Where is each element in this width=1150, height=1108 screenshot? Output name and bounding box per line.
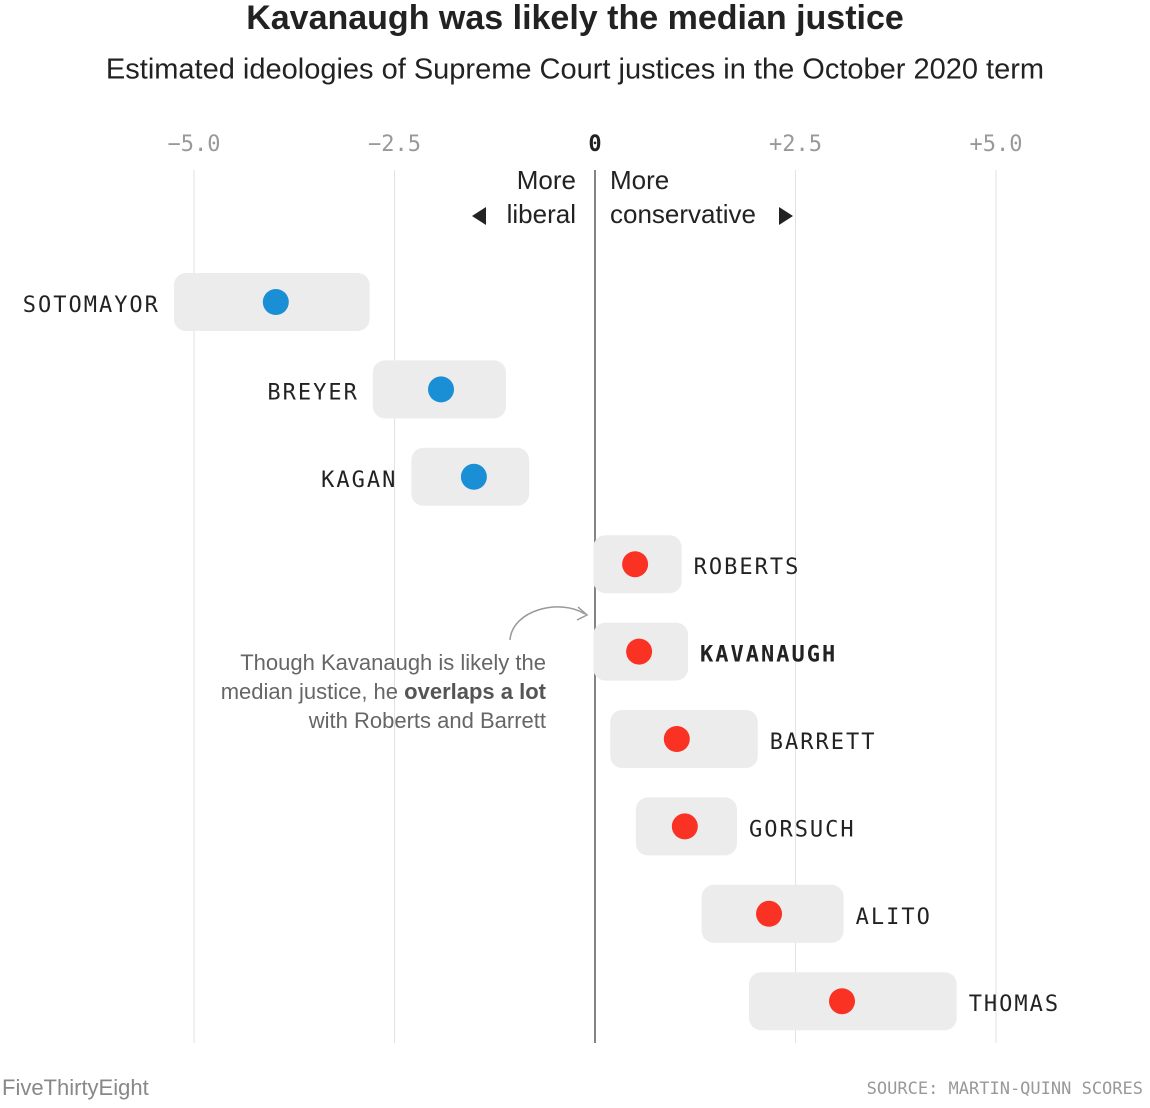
annotation-arrow: [509, 606, 586, 641]
annotation-text: median justice, he: [220, 679, 399, 704]
dot: [262, 289, 289, 315]
dot: [626, 638, 653, 665]
dot: [663, 726, 690, 752]
left-label: liberal: [507, 199, 576, 229]
left-arrow: [472, 207, 486, 225]
plot: −5.0 −2.5 0 +2.5 +5.0 SOTOMAYOR BREYER KAGAN ROB…: [23, 132, 1060, 1043]
x-tick-label: −2.5: [368, 132, 421, 157]
dot: [756, 900, 783, 927]
justice-name: THOMAS: [969, 992, 1060, 1017]
justice-name: KAVANAUGH: [700, 643, 837, 668]
dot: [622, 551, 649, 578]
dot: [671, 813, 698, 840]
annotation-text: Though Kavanaugh is likely the: [240, 650, 546, 675]
annotation-arrowhead: [576, 606, 589, 621]
justice-name: KAGAN: [321, 468, 397, 493]
chart-subtitle: Estimated ideologies of Supreme Court ju…: [106, 54, 1044, 86]
dot: [829, 988, 856, 1015]
right-label: More: [610, 165, 669, 195]
right-label: conservative: [610, 199, 756, 229]
credit: FiveThirtyEight: [2, 1075, 149, 1100]
chart-title: Kavanaugh was likely the median justice: [246, 0, 904, 37]
dot: [428, 376, 455, 403]
justice-name: ROBERTS: [694, 555, 801, 580]
annotation-text: with Roberts and Barrett: [308, 708, 546, 733]
x-tick-label: +2.5: [769, 132, 822, 157]
x-tick-label: +5.0: [970, 132, 1023, 157]
right-arrow: [779, 207, 793, 225]
x-tick-label: −5.0: [168, 132, 221, 157]
justice-name: GORSUCH: [749, 817, 856, 842]
justice-name: BREYER: [267, 380, 358, 405]
source: SOURCE: MARTIN-QUINN SCORES: [867, 1079, 1143, 1099]
justice-name: BARRETT: [770, 730, 877, 755]
annotation: Though Kavanaugh is likely the median jus…: [221, 648, 546, 735]
justice-name: SOTOMAYOR: [23, 293, 160, 318]
annotation-bold: overlaps a lot: [404, 679, 546, 704]
dot: [460, 463, 487, 490]
left-label: More: [517, 165, 576, 195]
justice-name: ALITO: [856, 905, 932, 930]
x-tick-label: 0: [588, 132, 601, 157]
